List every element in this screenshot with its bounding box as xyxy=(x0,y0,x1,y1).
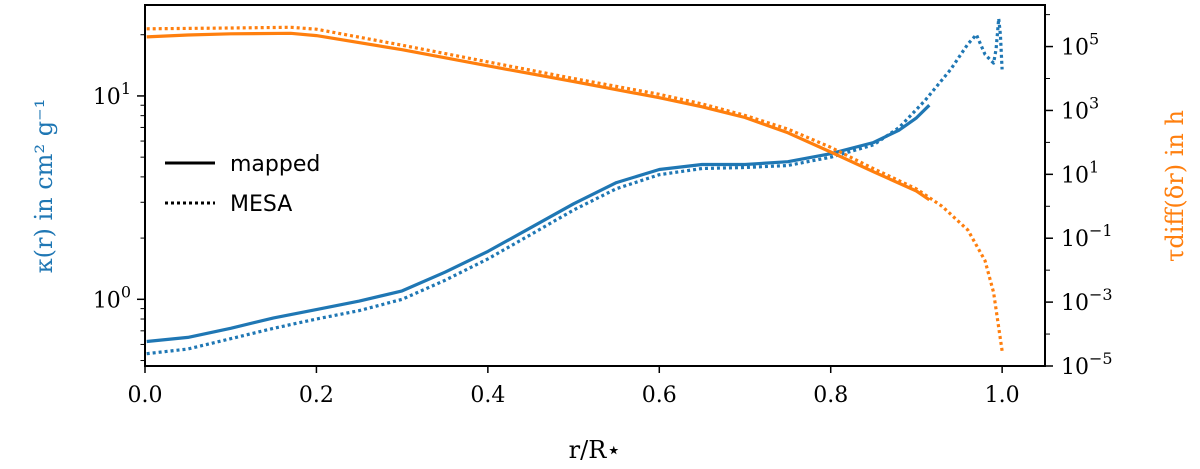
x-axis-ticks: 0.0 0.2 0.4 0.6 0.8 1.0 xyxy=(128,366,1020,408)
left-tick-label-0: 100 xyxy=(93,282,131,313)
plot-frame xyxy=(144,4,1046,367)
right-tick-label-5: 105 xyxy=(1061,30,1099,61)
legend: mapped MESA xyxy=(165,152,320,217)
x-tick-label-0: 0.0 xyxy=(128,383,163,408)
left-axis-title: κ(r) in cm² g⁻¹ xyxy=(30,99,58,274)
x-tick-label-2: 0.4 xyxy=(470,383,505,408)
x-tick-label-5: 1.0 xyxy=(985,383,1020,408)
right-axis-ticks: 10−5 10−3 10−1 101 103 105 xyxy=(1045,14,1113,380)
right-tick-label-1: 10−3 xyxy=(1061,285,1113,316)
right-tick-label-0: 10−5 xyxy=(1061,349,1113,380)
series-line-3 xyxy=(146,25,1004,352)
series-line-0 xyxy=(146,104,931,344)
series-line-2 xyxy=(146,31,931,202)
right-axis-title: τdiff(δr) in h xyxy=(1161,110,1189,262)
right-tick-label-2: 10−1 xyxy=(1061,221,1113,252)
series-line-1 xyxy=(146,17,1004,356)
left-tick-label-1: 101 xyxy=(93,79,131,110)
legend-label-mapped: mapped xyxy=(230,152,320,177)
left-axis-ticks: 100 101 xyxy=(93,34,145,362)
series-layer xyxy=(146,17,1004,356)
x-tick-label-3: 0.6 xyxy=(642,383,677,408)
right-tick-label-3: 101 xyxy=(1061,157,1099,188)
legend-label-mesa: MESA xyxy=(230,192,292,217)
x-tick-label-4: 0.8 xyxy=(813,383,848,408)
x-axis-title: r/R⋆ xyxy=(569,436,622,464)
right-tick-label-4: 103 xyxy=(1061,93,1099,124)
x-tick-label-1: 0.2 xyxy=(299,383,334,408)
